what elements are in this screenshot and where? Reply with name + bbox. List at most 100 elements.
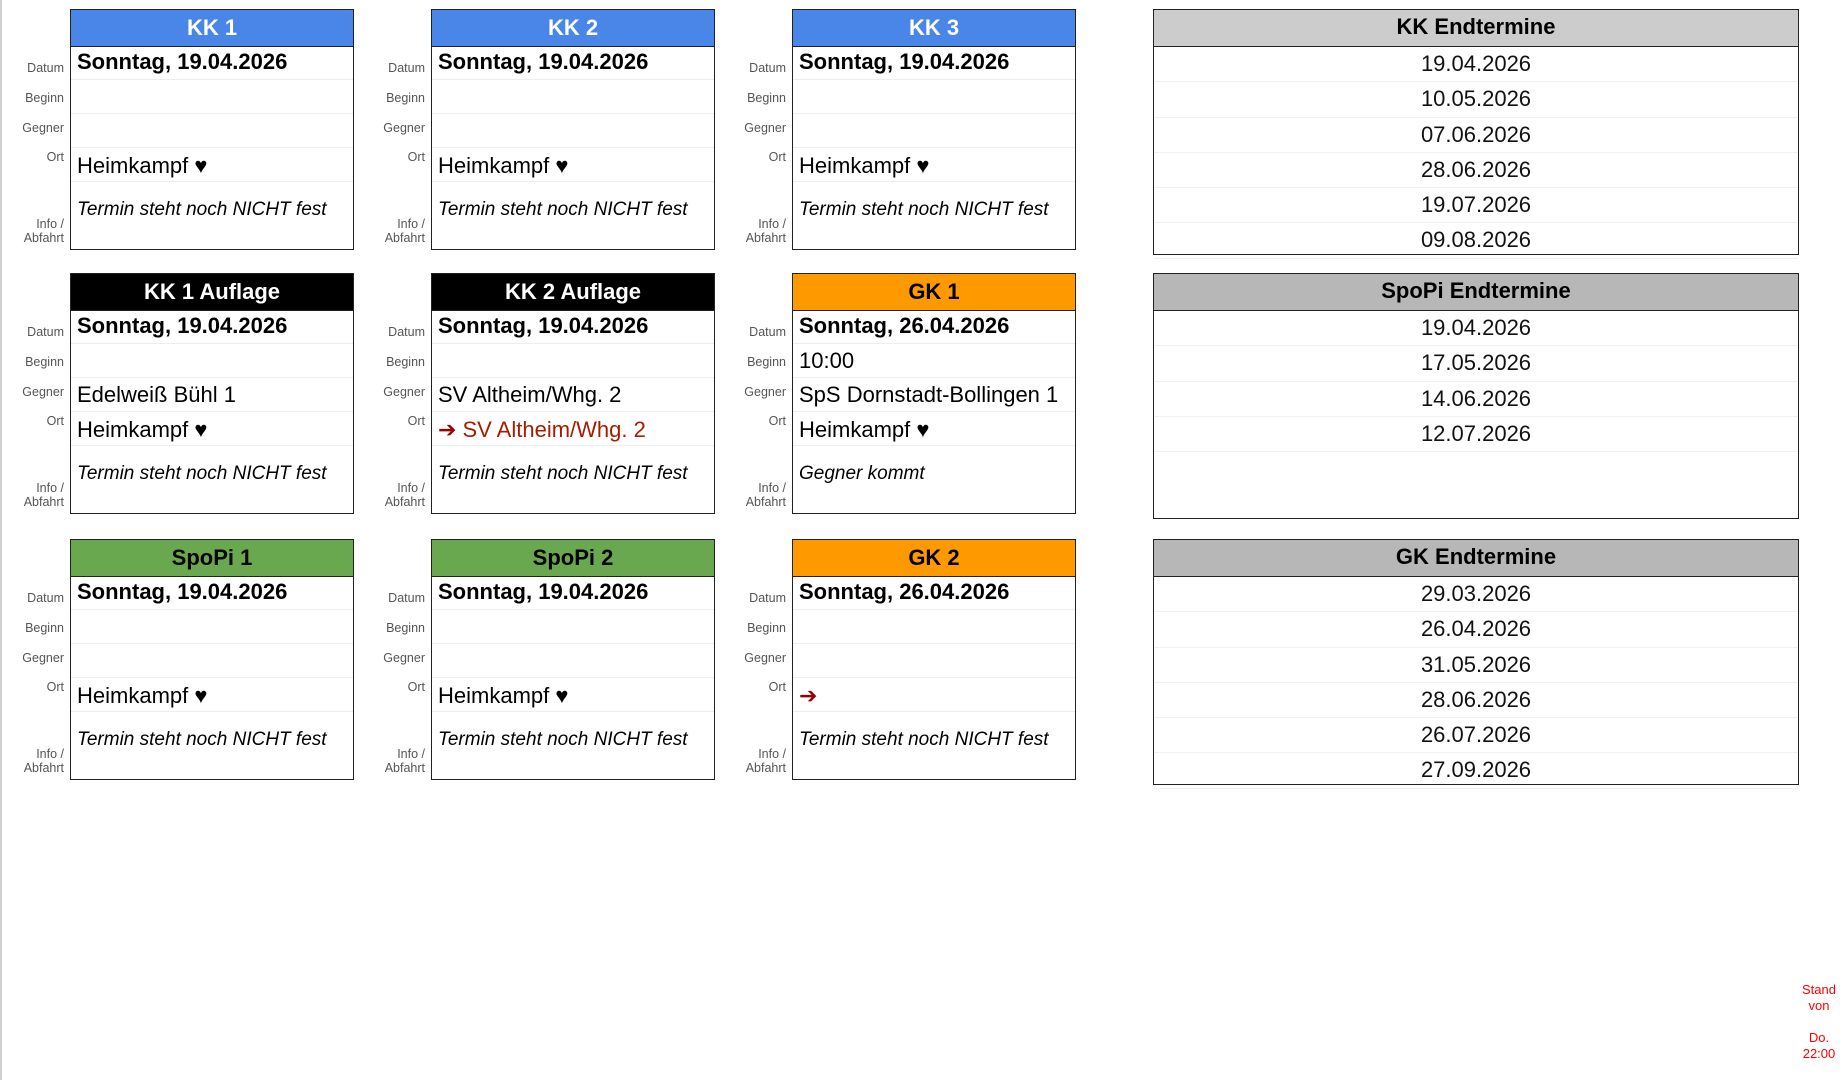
label-info: Info / (36, 747, 64, 761)
gegner-value (432, 114, 714, 148)
label-gegner: Gegner (744, 651, 786, 665)
end-date: 29.03.2026 (1154, 577, 1798, 613)
label-info: Info / (758, 747, 786, 761)
label-abfahrt: Abfahrt (745, 231, 786, 245)
ort-text: SV Altheim/Whg. 2 (462, 417, 646, 442)
left-border (0, 0, 2, 1080)
label-beginn: Beginn (386, 355, 425, 369)
info-value: Termin steht noch NICHT fest (799, 199, 1049, 220)
label-datum: Datum (749, 591, 786, 605)
label-datum: Datum (749, 61, 786, 75)
ort-text: Heimkampf ♥ (77, 683, 208, 708)
endtermine-header: KK Endtermine (1154, 10, 1798, 47)
event-card: KK 2 Sonntag, 19.04.2026 Heimkampf ♥ Termin… (431, 9, 715, 250)
label-datum: Datum (27, 61, 64, 75)
endtermine-header: SpoPi Endtermine (1154, 274, 1798, 311)
end-date: 09.08.2026 (1154, 223, 1798, 259)
datum-value: Sonntag, 19.04.2026 (71, 310, 353, 344)
label-ort: Ort (407, 414, 425, 428)
info-value: Termin steht noch NICHT fest (438, 199, 688, 220)
stand-info: Stand von Do. 22:00 (1796, 982, 1842, 1062)
label-gegner: Gegner (22, 651, 64, 665)
label-datum: Datum (388, 591, 425, 605)
label-info: Info / (397, 747, 425, 761)
beginn-value (793, 610, 1075, 644)
end-date: 26.04.2026 (1154, 612, 1798, 648)
label-info: Info / (758, 481, 786, 495)
card-header: KK 2 (432, 10, 714, 47)
datum-value: Sonntag, 19.04.2026 (432, 310, 714, 344)
label-beginn: Beginn (386, 91, 425, 105)
end-date: 19.07.2026 (1154, 188, 1798, 224)
label-datum: Datum (388, 61, 425, 75)
beginn-value (432, 610, 714, 644)
card-header: GK 2 (793, 540, 1075, 577)
label-beginn: Beginn (747, 91, 786, 105)
label-gegner: Gegner (22, 121, 64, 135)
ort-value: Heimkampf ♥ (432, 148, 714, 182)
endtermine-box: KK Endtermine 19.04.2026 10.05.2026 07.06.2… (1153, 9, 1799, 259)
info-value: Termin steht noch NICHT fest (438, 463, 688, 484)
end-date: 27.09.2026 (1154, 753, 1798, 789)
info-value: Termin steht noch NICHT fest (799, 729, 1049, 750)
endtermine-box: SpoPi Endtermine 19.04.2026 17.05.2026 14.0… (1153, 273, 1799, 519)
event-card: KK 1 Sonntag, 19.04.2026 Heimkampf ♥ Termin… (70, 9, 354, 250)
label-abfahrt: Abfahrt (745, 495, 786, 509)
gegner-value (793, 114, 1075, 148)
label-abfahrt: Abfahrt (745, 761, 786, 775)
info-value: Termin steht noch NICHT fest (77, 199, 327, 220)
ort-value: ➔ SV Altheim/Whg. 2 (432, 412, 714, 446)
card-header: KK 3 (793, 10, 1075, 47)
beginn-value (71, 80, 353, 114)
label-beginn: Beginn (25, 621, 64, 635)
ort-text: Heimkampf ♥ (799, 417, 930, 442)
end-date: 12.07.2026 (1154, 417, 1798, 453)
datum-value: Sonntag, 19.04.2026 (432, 46, 714, 80)
label-gegner: Gegner (383, 385, 425, 399)
endtermine-header: GK Endtermine (1154, 540, 1798, 577)
stand-line1: Stand (1802, 982, 1836, 997)
event-card: SpoPi 1 Sonntag, 19.04.2026 Heimkampf ♥ Ter… (70, 539, 354, 780)
datum-value: Sonntag, 19.04.2026 (793, 46, 1075, 80)
label-ort: Ort (46, 680, 64, 694)
end-date: 28.06.2026 (1154, 153, 1798, 189)
stand-line3: Do. (1808, 1030, 1830, 1045)
label-info: Info / (36, 481, 64, 495)
gegner-value (71, 644, 353, 678)
label-ort: Ort (407, 680, 425, 694)
ort-text: Heimkampf ♥ (438, 153, 569, 178)
ort-text: Heimkampf ♥ (799, 153, 930, 178)
gegner-value (432, 644, 714, 678)
label-info: Info / (36, 217, 64, 231)
beginn-value (432, 344, 714, 378)
label-gegner: Gegner (383, 651, 425, 665)
end-date: 17.05.2026 (1154, 346, 1798, 382)
datum-value: Sonntag, 19.04.2026 (71, 46, 353, 80)
ort-text: Heimkampf ♥ (77, 417, 208, 442)
end-date: 07.06.2026 (1154, 118, 1798, 153)
label-datum: Datum (749, 325, 786, 339)
label-ort: Ort (768, 150, 786, 164)
beginn-value (71, 344, 353, 378)
label-abfahrt: Abfahrt (23, 495, 64, 509)
card-header: KK 1 (71, 10, 353, 47)
label-ort: Ort (768, 680, 786, 694)
info-value: Termin steht noch NICHT fest (77, 729, 327, 750)
label-beginn: Beginn (386, 621, 425, 635)
ort-value: Heimkampf ♥ (71, 148, 353, 182)
arrow-right-icon: ➔ (799, 683, 818, 708)
datum-value: Sonntag, 26.04.2026 (793, 310, 1075, 344)
label-info: Info / (397, 481, 425, 495)
ort-value: Heimkampf ♥ (432, 678, 714, 712)
event-card: SpoPi 2 Sonntag, 19.04.2026 Heimkampf ♥ Ter… (431, 539, 715, 780)
info-value: Gegner kommt (799, 463, 925, 484)
gegner-value (793, 644, 1075, 678)
beginn-value (432, 80, 714, 114)
label-ort: Ort (46, 414, 64, 428)
label-datum: Datum (27, 325, 64, 339)
info-value: Termin steht noch NICHT fest (77, 463, 327, 484)
label-ort: Ort (46, 150, 64, 164)
stand-line4: 22:00 (1802, 1046, 1836, 1061)
ort-value: Heimkampf ♥ (71, 412, 353, 446)
label-datum: Datum (27, 591, 64, 605)
